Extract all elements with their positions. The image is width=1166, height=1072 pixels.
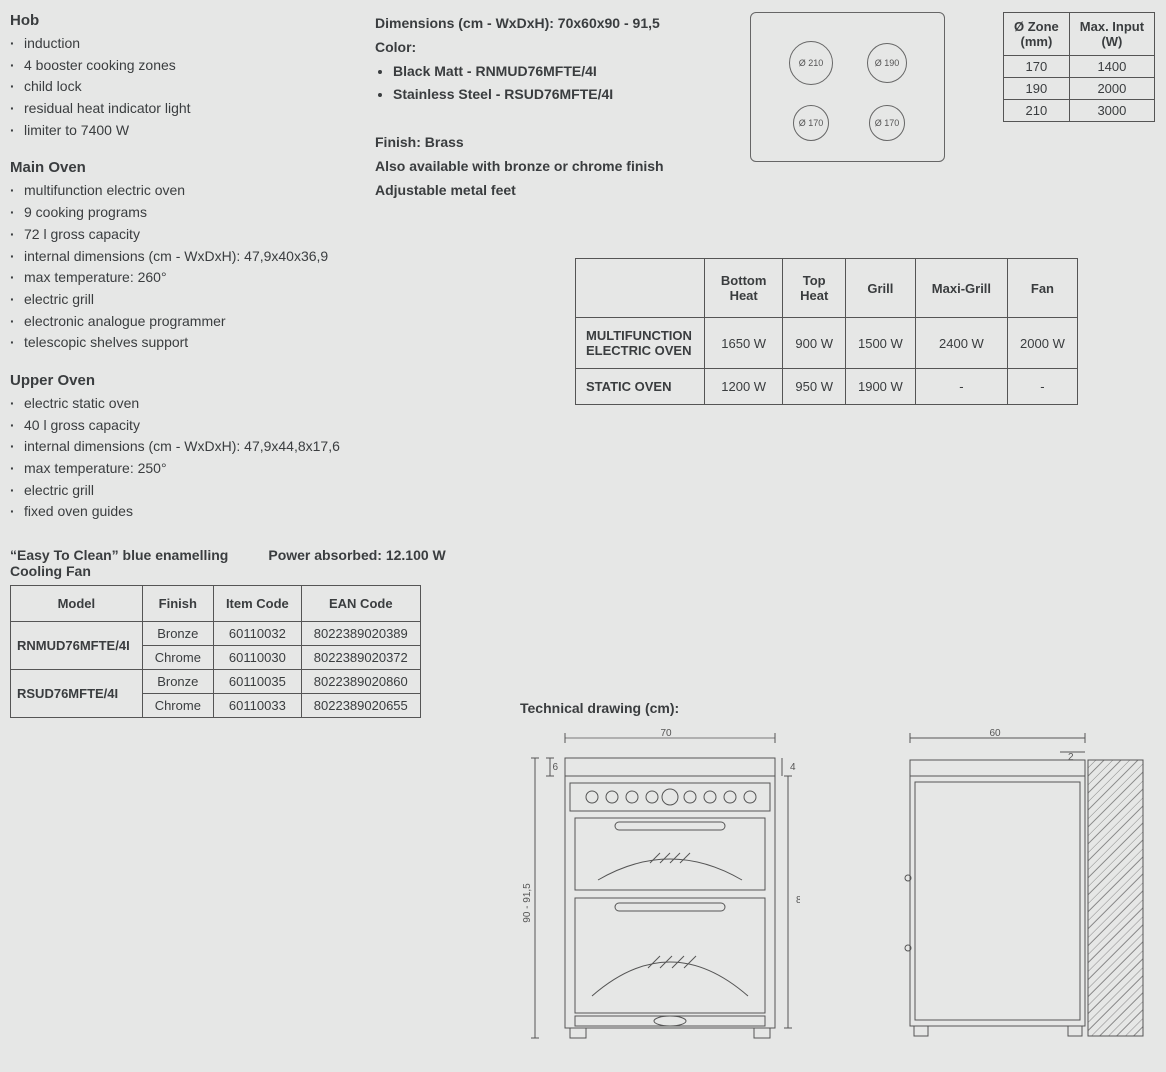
model-table: ModelFinishItem CodeEAN Code RNMUD76MFTE/… <box>10 585 421 718</box>
list-item: internal dimensions (cm - WxDxH): 47,9x4… <box>10 436 355 458</box>
table-cell: 2400 W <box>915 318 1007 369</box>
table-cell: 8022389020389 <box>301 622 420 646</box>
table-cell: 190 <box>1004 78 1070 100</box>
table-header: TopHeat <box>783 259 846 318</box>
power-absorbed: Power absorbed: 12.100 W <box>268 547 445 579</box>
finish-line: Finish: Brass <box>375 131 730 155</box>
burner-icon: Ø 210 <box>789 41 833 85</box>
row-header: STATIC OVEN <box>576 369 705 405</box>
list-item: 9 cooking programs <box>10 202 355 224</box>
row-header: MULTIFUNCTION ELECTRIC OVEN <box>576 318 705 369</box>
table-cell: Bronze <box>142 622 213 646</box>
burner-icon: Ø 170 <box>793 105 829 141</box>
hob-features: induction4 booster cooking zoneschild lo… <box>10 33 355 141</box>
upper-oven-features: electric static oven40 l gross capacityi… <box>10 393 355 523</box>
hob-title: Hob <box>10 12 355 29</box>
table-header: Item Code <box>213 586 301 622</box>
burner-icon: Ø 170 <box>869 105 905 141</box>
table-cell: Bronze <box>142 670 213 694</box>
table-cell: 60110035 <box>213 670 301 694</box>
dimensions-line: Dimensions (cm - WxDxH): 70x60x90 - 91,5 <box>375 12 730 36</box>
table-cell: Chrome <box>142 694 213 718</box>
table-cell: 3000 <box>1069 100 1154 122</box>
list-item: residual heat indicator light <box>10 98 355 120</box>
oven-power-table: BottomHeatTopHeatGrillMaxi-GrillFan MULTI… <box>575 258 1078 405</box>
list-item: 4 booster cooking zones <box>10 55 355 77</box>
hob-diagram: Ø 210 Ø 190 Ø 170 Ø 170 <box>750 12 945 162</box>
table-header <box>576 259 705 318</box>
list-item: electric static oven <box>10 393 355 415</box>
list-item: child lock <box>10 76 355 98</box>
table-cell: 8022389020372 <box>301 646 420 670</box>
table-header: BottomHeat <box>704 259 783 318</box>
svg-text:2: 2 <box>1068 752 1074 763</box>
table-header: EAN Code <box>301 586 420 622</box>
model-name: RNMUD76MFTE/4I <box>11 622 143 670</box>
svg-text:70: 70 <box>660 728 672 739</box>
color-label: Color: <box>375 36 730 60</box>
svg-text:6: 6 <box>552 762 558 773</box>
also-available: Also available with bronze or chrome fin… <box>375 155 730 179</box>
adjustable-feet: Adjustable metal feet <box>375 179 730 203</box>
table-cell: 950 W <box>783 369 846 405</box>
table-header: Model <box>11 586 143 622</box>
svg-text:4: 4 <box>790 762 796 773</box>
zone-table: Ø Zone(mm)Max. Input(W)17014001902000210… <box>1003 12 1155 122</box>
list-item: 72 l gross capacity <box>10 224 355 246</box>
table-cell: 1500 W <box>845 318 915 369</box>
table-cell: 60110032 <box>213 622 301 646</box>
table-cell: 1400 <box>1069 56 1154 78</box>
table-cell: 210 <box>1004 100 1070 122</box>
tech-drawing-label: Technical drawing (cm): <box>520 700 1160 716</box>
table-cell: 2000 W <box>1008 318 1078 369</box>
main-oven-features: multifunction electric oven9 cooking pro… <box>10 180 355 354</box>
list-item: multifunction electric oven <box>10 180 355 202</box>
table-header: Ø Zone(mm) <box>1004 13 1070 56</box>
svg-text:90 - 91,5: 90 - 91,5 <box>522 883 533 923</box>
table-header: Grill <box>845 259 915 318</box>
table-cell: 1650 W <box>704 318 783 369</box>
table-cell: 900 W <box>783 318 846 369</box>
svg-text:81: 81 <box>796 895 800 906</box>
table-header: Fan <box>1008 259 1078 318</box>
list-item: max temperature: 250° <box>10 458 355 480</box>
list-item: limiter to 7400 W <box>10 120 355 142</box>
table-cell: 60110033 <box>213 694 301 718</box>
list-item: telescopic shelves support <box>10 332 355 354</box>
table-cell: 1900 W <box>845 369 915 405</box>
main-oven-title: Main Oven <box>10 159 355 176</box>
upper-oven-title: Upper Oven <box>10 372 355 389</box>
side-drawing: 60 2 <box>890 728 1160 1051</box>
list-item: fixed oven guides <box>10 501 355 523</box>
table-cell: 8022389020860 <box>301 670 420 694</box>
color-options: Black Matt - RNMUD76MFTE/4IStainless Ste… <box>393 60 730 108</box>
table-cell: 2000 <box>1069 78 1154 100</box>
table-cell: - <box>915 369 1007 405</box>
list-item: electronic analogue programmer <box>10 311 355 333</box>
table-header: Maxi-Grill <box>915 259 1007 318</box>
list-item: electric grill <box>10 480 355 502</box>
color-option: Black Matt - RNMUD76MFTE/4I <box>393 60 730 84</box>
svg-text:60: 60 <box>989 728 1001 739</box>
color-option: Stainless Steel - RSUD76MFTE/4I <box>393 83 730 107</box>
table-header: Max. Input(W) <box>1069 13 1154 56</box>
table-cell: 8022389020655 <box>301 694 420 718</box>
cooling-fan: Cooling Fan <box>10 563 228 579</box>
front-drawing: 70 6 <box>520 728 800 1051</box>
table-cell: 170 <box>1004 56 1070 78</box>
list-item: induction <box>10 33 355 55</box>
table-header: Finish <box>142 586 213 622</box>
table-cell: 60110030 <box>213 646 301 670</box>
burner-icon: Ø 190 <box>867 43 907 83</box>
table-cell: Chrome <box>142 646 213 670</box>
model-name: RSUD76MFTE/4I <box>11 670 143 718</box>
list-item: electric grill <box>10 289 355 311</box>
list-item: max temperature: 260° <box>10 267 355 289</box>
list-item: internal dimensions (cm - WxDxH): 47,9x4… <box>10 246 355 268</box>
table-cell: 1200 W <box>704 369 783 405</box>
table-cell: - <box>1008 369 1078 405</box>
easy-clean: “Easy To Clean” blue enamelling <box>10 547 228 563</box>
list-item: 40 l gross capacity <box>10 415 355 437</box>
